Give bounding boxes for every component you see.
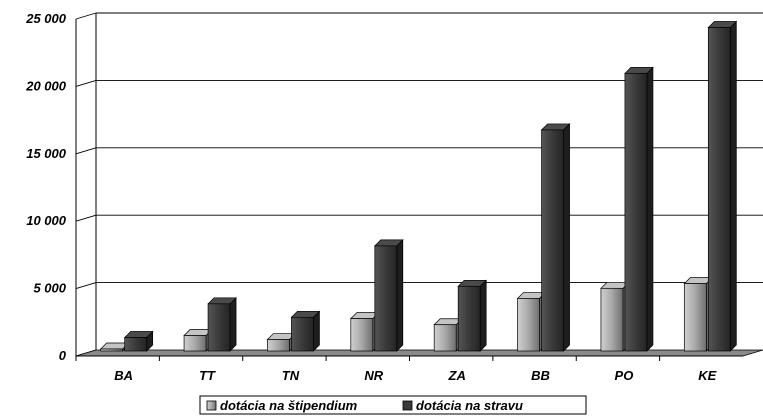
axes — [75, 12, 97, 357]
x-tick-label: KE — [698, 368, 716, 383]
bar — [373, 239, 404, 352]
bar-side — [313, 310, 320, 352]
x-axis-categories: BA TT TN NR ZA BB PO KE — [75, 356, 717, 383]
wall-diagonal — [75, 147, 97, 155]
bar-front — [683, 283, 707, 352]
y-tick-label: 15 000 — [26, 146, 67, 161]
bar-front — [624, 72, 648, 352]
bar — [707, 20, 738, 352]
bar — [207, 296, 237, 352]
bar-side — [396, 239, 404, 352]
bar-side — [729, 20, 737, 352]
bar — [540, 123, 571, 352]
bar-side — [646, 66, 654, 352]
bar-front — [707, 27, 731, 352]
chart-floor — [75, 349, 763, 357]
y-tick-label: 5 000 — [33, 281, 66, 296]
bar-front — [433, 324, 457, 352]
bar-side — [229, 296, 237, 352]
x-tick-label: TT — [199, 368, 216, 383]
bar-front — [124, 337, 148, 352]
bar — [457, 279, 488, 352]
bar-side — [479, 279, 487, 352]
bar — [290, 310, 321, 352]
legend-swatch-stipendium — [206, 400, 217, 411]
bar-front — [350, 318, 374, 352]
legend-swatch-stravu — [402, 400, 413, 411]
legend: dotácia na štipendium dotácia na stravu — [199, 395, 587, 415]
x-tick-label: TN — [282, 368, 300, 383]
wall-diagonal — [75, 79, 97, 87]
x-tick-label: PO — [615, 368, 634, 383]
bar-front — [374, 245, 398, 352]
bar-front — [291, 316, 314, 352]
wall-diagonal — [75, 214, 97, 222]
x-tick-label: BB — [531, 368, 550, 383]
gridlines — [96, 12, 763, 284]
bar-front — [183, 335, 207, 352]
bar — [123, 330, 154, 352]
legend-label-stravu: dotácia na stravu — [416, 398, 523, 413]
legend-frame — [199, 395, 587, 415]
x-tick-label: ZA — [448, 368, 466, 383]
bars — [99, 20, 738, 352]
bar-front — [100, 348, 124, 352]
floor-plane — [75, 349, 763, 357]
bar-side — [563, 123, 570, 352]
bar-front — [541, 129, 564, 352]
y-tick-label: 20 000 — [25, 78, 67, 93]
y-tick-label: 25 000 — [25, 11, 67, 26]
y-axis-ticks: 0 5 000 10 000 15 000 20 000 25 000 — [25, 11, 67, 363]
bar-front — [207, 303, 231, 352]
legend-label-stipendium: dotácia na štipendium — [220, 398, 358, 413]
bar-front — [517, 298, 540, 352]
bar-front — [600, 287, 624, 352]
y-tick-label: 10 000 — [26, 213, 67, 228]
bar-front — [457, 285, 481, 352]
wall-diagonal — [75, 12, 97, 20]
wall-diagonal — [75, 282, 97, 290]
bar — [624, 66, 654, 352]
y-tick-label: 0 — [59, 348, 67, 363]
x-tick-label: BA — [114, 368, 133, 383]
bar-front — [267, 339, 290, 352]
x-tick-label: NR — [364, 368, 383, 383]
